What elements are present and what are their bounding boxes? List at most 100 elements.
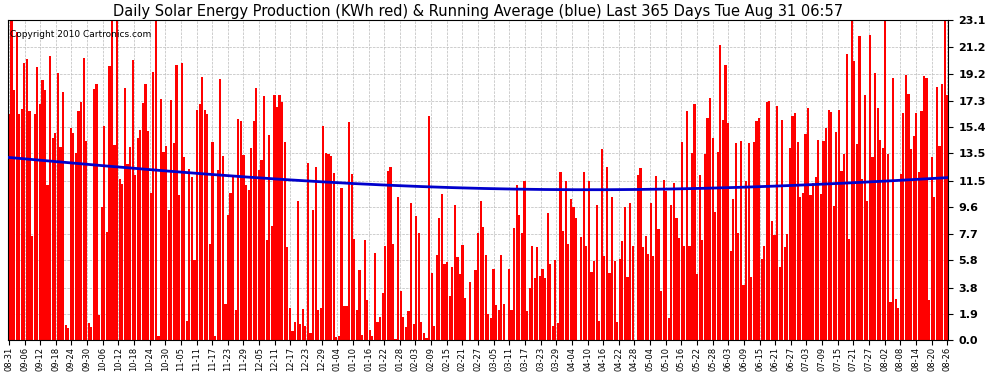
Bar [518,215,521,340]
Bar [346,306,347,340]
Bar [10,20,13,340]
Bar [336,337,338,340]
Bar [789,148,791,340]
Bar [498,310,500,340]
Bar [768,100,770,340]
Bar [622,241,624,340]
Bar [853,61,855,340]
Bar [693,104,696,340]
Bar [75,153,77,340]
Bar [44,90,47,340]
Bar [784,247,786,340]
Bar [508,269,510,340]
Bar [828,110,830,340]
Bar [529,288,531,340]
Bar [265,240,267,340]
Bar [193,260,196,340]
Bar [250,148,252,340]
Bar [415,216,417,340]
Bar [428,116,431,340]
Bar [733,199,735,340]
Bar [889,302,892,340]
Bar [688,246,690,340]
Bar [302,309,304,340]
Bar [37,67,39,340]
Bar [804,134,807,340]
Bar [384,246,386,340]
Bar [678,238,680,340]
Bar [714,212,717,340]
Bar [108,66,111,341]
Bar [791,116,794,340]
Bar [763,246,765,340]
Bar [843,154,845,340]
Bar [312,210,314,340]
Bar [323,126,325,341]
Bar [90,327,92,340]
Bar [879,140,881,340]
Bar [771,221,773,340]
Bar [82,58,85,340]
Bar [683,246,685,340]
Bar [366,300,368,340]
Bar [67,328,69,340]
Bar [900,174,902,340]
Bar [137,138,139,340]
Bar [861,179,863,340]
Bar [905,75,907,340]
Bar [619,260,621,340]
Bar [214,336,216,340]
Bar [649,203,651,340]
Bar [315,167,317,340]
Bar [268,135,270,340]
Bar [204,110,206,340]
Bar [154,20,157,340]
Bar [760,259,762,340]
Bar [243,155,245,340]
Bar [482,227,484,340]
Bar [127,164,129,340]
Bar [876,108,879,340]
Bar [341,188,343,340]
Bar [580,237,582,340]
Bar [132,60,134,340]
Bar [111,21,113,340]
Bar [34,114,36,340]
Bar [747,142,749,340]
Bar [257,170,260,340]
Bar [882,148,884,340]
Bar [348,122,350,340]
Bar [874,73,876,340]
Bar [926,78,928,340]
Bar [307,162,309,340]
Bar [50,56,51,340]
Bar [21,109,23,340]
Bar [627,277,629,340]
Bar [485,255,487,340]
Text: Copyright 2010 Cartronics.com: Copyright 2010 Cartronics.com [11,30,151,39]
Bar [39,104,41,340]
Bar [145,84,147,340]
Bar [310,333,312,340]
Bar [534,278,536,340]
Bar [217,171,219,340]
Bar [598,321,600,340]
Bar [490,318,492,340]
Bar [456,257,458,340]
Bar [637,175,639,340]
Bar [235,310,237,340]
Bar [596,205,598,340]
Bar [286,246,288,340]
Bar [667,318,670,340]
Bar [436,255,438,340]
Bar [129,147,131,340]
Bar [735,143,737,340]
Bar [431,273,433,340]
Bar [923,75,925,340]
Bar [477,233,479,340]
Bar [47,184,49,340]
Bar [252,121,254,340]
Bar [361,335,363,340]
Bar [567,244,569,340]
Bar [823,141,825,340]
